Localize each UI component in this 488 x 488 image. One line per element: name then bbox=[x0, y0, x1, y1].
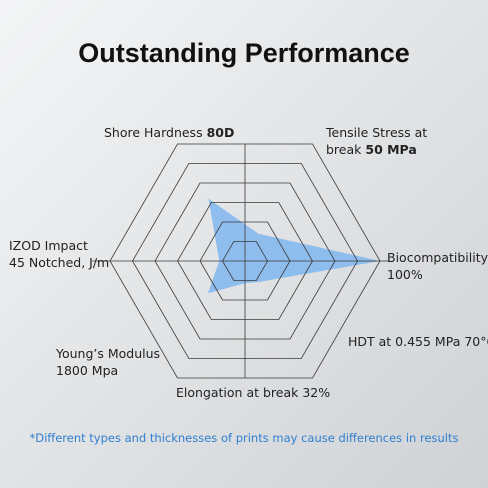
footnote: *Different types and thicknesses of prin… bbox=[29, 431, 459, 445]
chart-title: Outstanding Performance bbox=[78, 38, 410, 68]
axis-label-youngs-modulus: Young’s Modulus 1800 Mpa bbox=[56, 346, 161, 378]
axis-label-hdt: HDT at 0.455 MPa 70°C bbox=[348, 334, 488, 349]
axis-label-biocompatibility: Biocompatibility 100% bbox=[387, 250, 488, 282]
axis-label-izod-impact: IZOD Impact 45 Notched, J/m bbox=[9, 238, 110, 270]
axis-label-elongation: Elongation at break 32% bbox=[176, 385, 331, 400]
axis-label-tensile-stress: Tensile Stress at break 50 MPa bbox=[326, 125, 428, 157]
axis-label-shore-hardness: Shore Hardness 80D bbox=[104, 125, 235, 140]
data-area bbox=[207, 198, 380, 294]
